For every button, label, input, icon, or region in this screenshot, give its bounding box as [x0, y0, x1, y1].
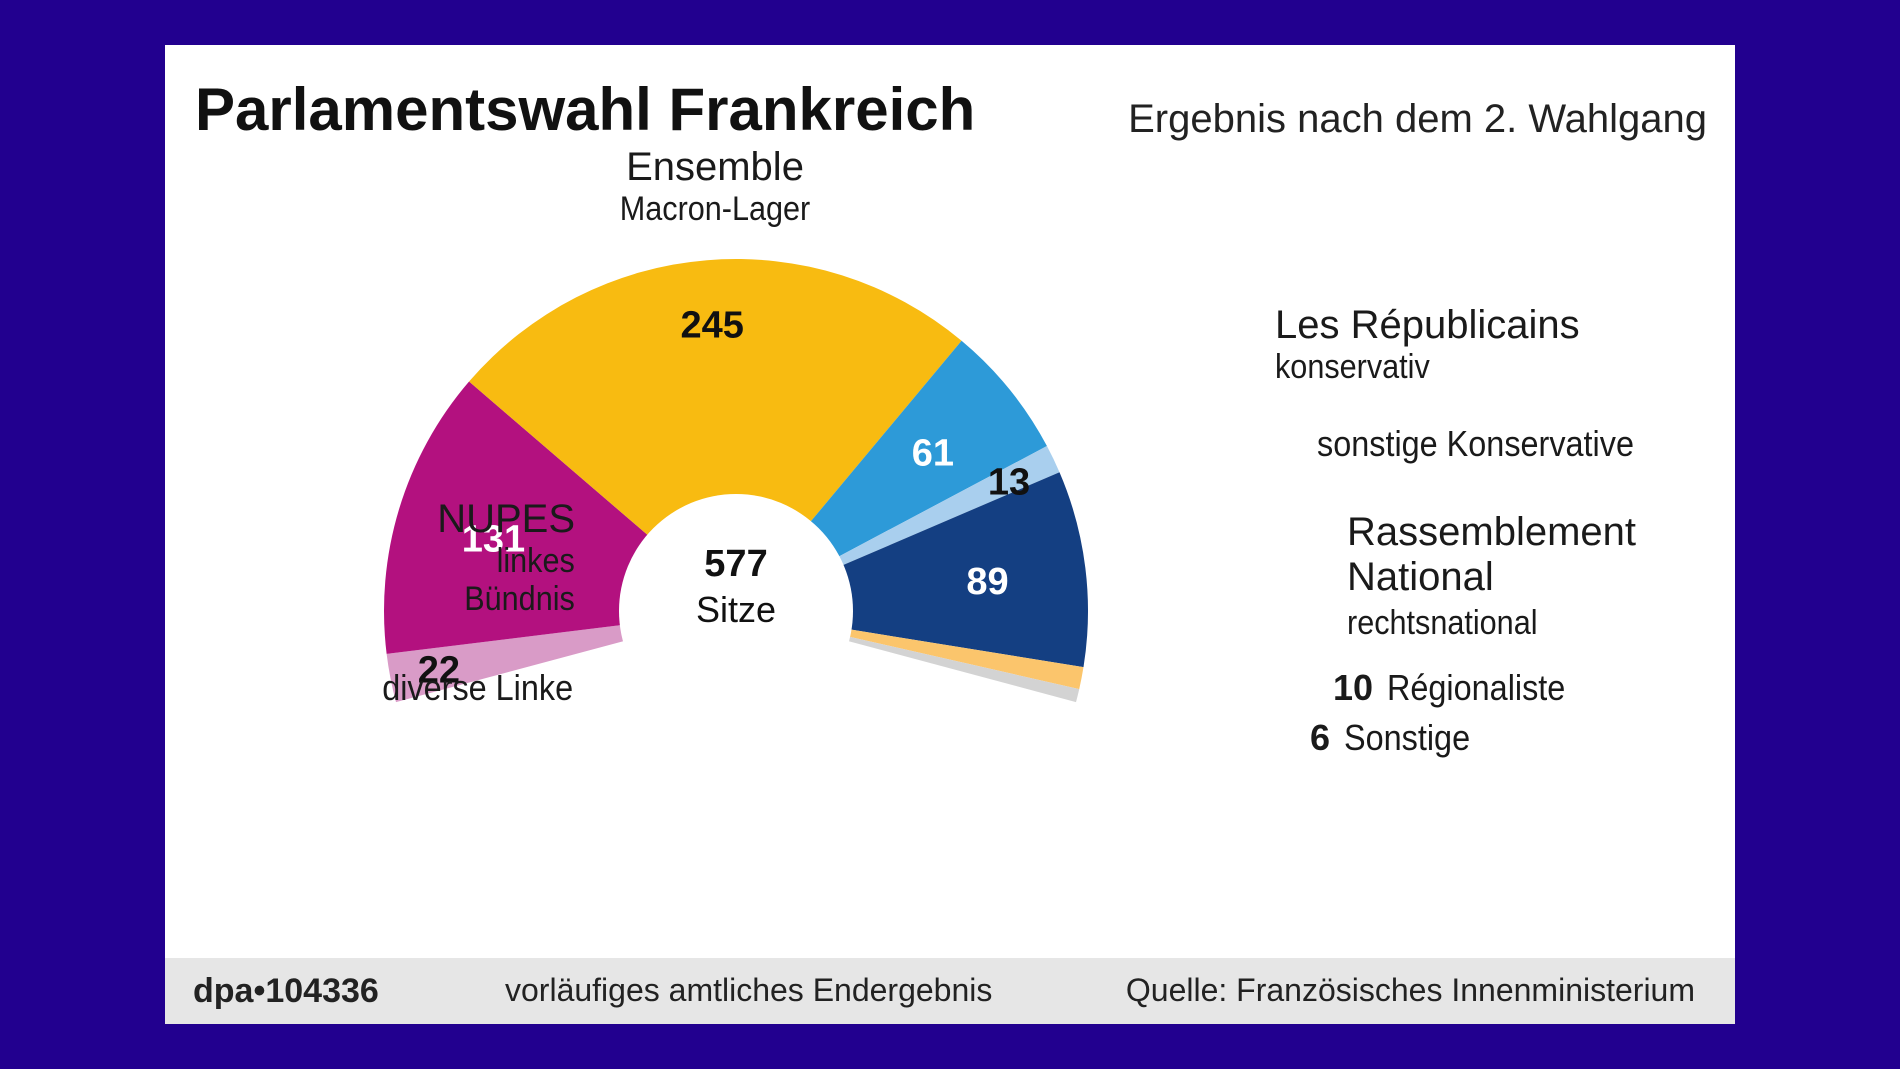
wedge-ensemble	[469, 258, 962, 540]
value-ensemble: 245	[680, 304, 743, 346]
label-rn-name-1: Rassemblement	[1347, 510, 1637, 554]
label-sonstige: 6 Sonstige	[1310, 717, 1484, 759]
wedge-rassemblement-national	[837, 472, 1088, 668]
label-nupes-name: NUPES	[437, 497, 575, 541]
label-ensemble: Ensemble Macron-Lager	[595, 145, 835, 228]
footer-source: Quelle: Französisches Innenministerium	[1125, 972, 1695, 1008]
label-republicains-name: Les Républicains	[1275, 303, 1580, 347]
label-nupes-note-1: linkes	[496, 541, 575, 580]
label-diverse-linke-name: diverse Linke	[382, 667, 573, 708]
value-diverse-linke: 22	[418, 650, 460, 692]
wedge-nupes	[384, 381, 653, 654]
label-regionaliste: 10 Régionaliste	[1333, 667, 1585, 709]
footer-code: dpa•104336	[193, 972, 379, 1010]
footer-note: vorläufiges amtliches Endergebnis	[505, 972, 993, 1008]
label-sonstige-konservative-name: sonstige Konservative	[1317, 423, 1634, 464]
footer-bar: dpa•104336 vorläufiges amtliches Enderge…	[165, 958, 1735, 1024]
label-nupes: NUPES linkes Bündnis	[437, 497, 575, 618]
center-disc	[619, 494, 853, 728]
wedge-diverse-linke	[386, 624, 630, 703]
parliament-chart: 22 131 245 61 13 89 577 Sitze	[384, 258, 1088, 728]
total-seats-number: 577	[704, 543, 767, 585]
label-diverse-linke: diverse Linke	[361, 667, 573, 709]
value-sonstige-konservative: 13	[988, 461, 1030, 503]
label-regionaliste-name: Régionaliste	[1387, 667, 1566, 708]
label-republicains-note: konservativ	[1275, 347, 1430, 386]
chart-title: Parlamentswahl Frankreich	[195, 76, 976, 143]
value-regionaliste: 10	[1333, 667, 1374, 708]
label-ensemble-name: Ensemble	[626, 145, 804, 189]
label-ensemble-note: Macron-Lager	[619, 189, 811, 228]
wedge-sonstige-konservative	[833, 446, 1060, 568]
label-rn-note: rechtsnational	[1347, 603, 1538, 642]
label-sonstige-konservative: sonstige Konservative	[1317, 423, 1669, 465]
label-rassemblement-national: Rassemblement National rechtsnational	[1347, 510, 1636, 642]
label-republicains: Les Républicains konservativ	[1275, 303, 1580, 386]
graphic-card: 22 131 245 61 13 89 577 Sitze Parlamentswahl …	[165, 45, 1735, 1024]
wedge-les-républicains	[806, 340, 1047, 560]
value-les-républicains: 61	[912, 432, 954, 474]
wedge-sonstige	[842, 635, 1080, 703]
total-seats-label: Sitze	[696, 589, 776, 630]
label-sonstige-name: Sonstige	[1344, 717, 1471, 758]
value-rassemblement-national: 89	[966, 561, 1008, 603]
label-nupes-note-2: Bündnis	[464, 579, 575, 618]
wedge-régionaliste	[843, 628, 1084, 690]
value-nupes: 131	[462, 519, 525, 561]
label-rn-name-2: National	[1347, 554, 1494, 599]
value-sonstige: 6	[1310, 717, 1331, 758]
chart-subtitle: Ergebnis nach dem 2. Wahlgang	[1128, 97, 1707, 141]
